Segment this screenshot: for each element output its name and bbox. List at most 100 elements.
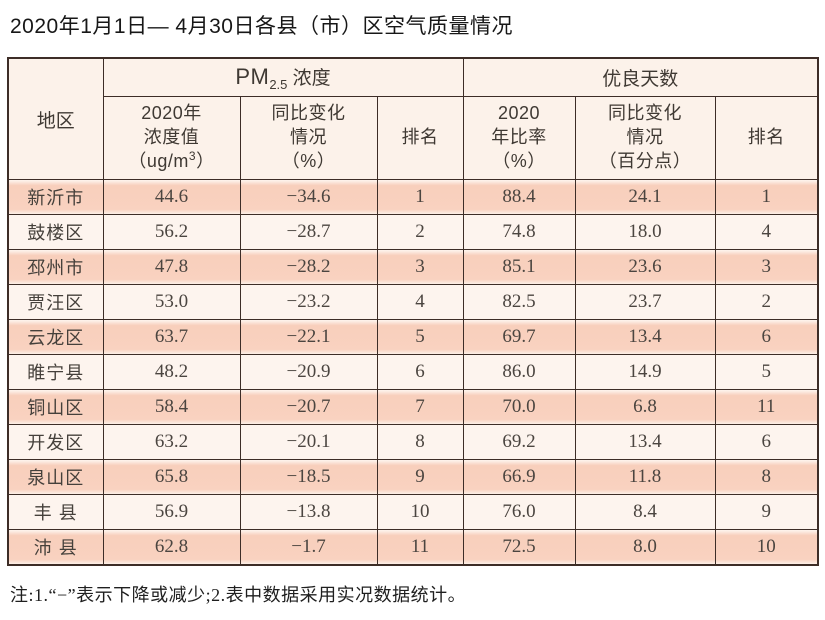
cell-region: 睢宁县 <box>7 354 104 390</box>
table-row: 云龙区 63.7 −22.1 5 69.7 13.4 6 <box>7 319 819 355</box>
cell-pm-rank: 8 <box>376 424 464 460</box>
cell-pm-change: −18.5 <box>239 459 378 495</box>
cell-ratio: 74.8 <box>462 214 576 250</box>
cell-days-change: 11.8 <box>574 459 716 495</box>
col-header-concentration: 2020年 浓度值 （ug/m3） <box>102 96 241 180</box>
cell-days-rank: 3 <box>714 249 819 285</box>
cell-region: 新沂市 <box>7 179 104 215</box>
cell-ratio: 69.7 <box>462 319 576 355</box>
cell-ratio: 85.1 <box>462 249 576 285</box>
cell-pm-rank: 11 <box>376 529 464 566</box>
cell-pm-change: −28.2 <box>239 249 378 285</box>
table-row: 睢宁县 48.2 −20.9 6 86.0 14.9 5 <box>7 354 819 390</box>
cell-days-change: 23.7 <box>574 284 716 320</box>
pm25-label-prefix: PM <box>235 64 270 90</box>
page-title: 2020年1月1日— 4月30日各县（市）区空气质量情况 <box>10 15 513 38</box>
cell-region: 云龙区 <box>7 319 104 355</box>
cell-ratio: 72.5 <box>462 529 576 566</box>
table-row: 邳州市 47.8 −28.2 3 85.1 23.6 3 <box>7 249 819 285</box>
cell-days-rank: 8 <box>714 459 819 495</box>
cell-concentration: 63.2 <box>102 424 241 460</box>
cell-ratio: 70.0 <box>462 389 576 425</box>
table-row: 鼓楼区 56.2 −28.7 2 74.8 18.0 4 <box>7 214 819 250</box>
header-row-groups: 地区 PM2.5 浓度 优良天数 <box>7 57 819 180</box>
cell-pm-change: −1.7 <box>239 529 378 566</box>
cell-pm-rank: 1 <box>376 179 464 215</box>
cell-days-change: 13.4 <box>574 319 716 355</box>
cell-days-change: 6.8 <box>574 389 716 425</box>
header-row-subcolumns: 2020年 浓度值 （ug/m3） 同比变化 情况 （%） 排名 2020 年比… <box>8 96 819 180</box>
col-header-region: 地区 <box>7 57 104 180</box>
cell-pm-change: −20.1 <box>239 424 378 460</box>
col-header-days-rank: 排名 <box>714 96 819 180</box>
cell-ratio: 88.4 <box>462 179 576 215</box>
col-group-good-days: 优良天数 <box>462 57 819 97</box>
cell-pm-rank: 10 <box>376 494 464 530</box>
cell-pm-change: −28.7 <box>239 214 378 250</box>
col-header-pm-rank: 排名 <box>376 96 464 180</box>
table-row: 泉山区 65.8 −18.5 9 66.9 11.8 8 <box>7 459 819 495</box>
cell-pm-rank: 6 <box>376 354 464 390</box>
cell-pm-rank: 7 <box>376 389 464 425</box>
cell-region: 邳州市 <box>7 249 104 285</box>
cell-region: 鼓楼区 <box>7 214 104 250</box>
footnote: 注:1.“−”表示下降或减少;2.表中数据采用实况数据统计。 <box>10 585 467 605</box>
cell-concentration: 53.0 <box>102 284 241 320</box>
cell-concentration: 56.9 <box>102 494 241 530</box>
cell-region: 丰 县 <box>7 494 104 530</box>
cell-days-change: 24.1 <box>574 179 716 215</box>
table-row: 丰 县 56.9 −13.8 10 76.0 8.4 9 <box>7 494 819 530</box>
pm25-label-subscript: 2.5 <box>269 76 288 92</box>
cell-pm-change: −20.7 <box>239 389 378 425</box>
cubic-superscript: 3 <box>188 149 197 164</box>
cell-days-change: 18.0 <box>574 214 716 250</box>
cell-days-rank: 6 <box>714 319 819 355</box>
cell-concentration: 62.8 <box>102 529 241 566</box>
cell-region: 开发区 <box>7 424 104 460</box>
cell-region: 贾汪区 <box>7 284 104 320</box>
table-row: 新沂市 44.6 −34.6 1 88.4 24.1 1 <box>7 179 819 215</box>
col-group-pm25: PM2.5 浓度 <box>102 57 464 97</box>
cell-pm-change: −13.8 <box>239 494 378 530</box>
col-header-ratio: 2020 年比率 （%） <box>462 96 576 180</box>
cell-region: 沛 县 <box>7 529 104 566</box>
cell-days-rank: 6 <box>714 424 819 460</box>
cell-region: 泉山区 <box>7 459 104 495</box>
table-row: 贾汪区 53.0 −23.2 4 82.5 23.7 2 <box>7 284 819 320</box>
cell-pm-rank: 5 <box>376 319 464 355</box>
col-header-concentration-line2: 浓度值 <box>143 126 200 147</box>
cell-days-change: 23.6 <box>574 249 716 285</box>
cell-days-rank: 5 <box>714 354 819 390</box>
cell-pm-change: −34.6 <box>239 179 378 215</box>
pm25-label-suffix: 浓度 <box>287 68 331 90</box>
cell-days-rank: 10 <box>714 529 819 566</box>
cell-concentration: 44.6 <box>102 179 241 215</box>
cell-ratio: 82.5 <box>462 284 576 320</box>
cell-ratio: 66.9 <box>462 459 576 495</box>
table-row: 沛 县 62.8 −1.7 11 72.5 8.0 10 <box>7 529 819 566</box>
cell-days-rank: 1 <box>714 179 819 215</box>
cell-concentration: 47.8 <box>102 249 241 285</box>
cell-pm-rank: 2 <box>376 214 464 250</box>
cell-pm-rank: 9 <box>376 459 464 495</box>
cell-region: 铜山区 <box>7 389 104 425</box>
cell-pm-change: −23.2 <box>239 284 378 320</box>
cell-days-rank: 2 <box>714 284 819 320</box>
cell-concentration: 56.2 <box>102 214 241 250</box>
cell-days-change: 13.4 <box>574 424 716 460</box>
cell-concentration: 48.2 <box>102 354 241 390</box>
table-row: 开发区 63.2 −20.1 8 69.2 13.4 6 <box>7 424 819 460</box>
cell-days-change: 8.4 <box>574 494 716 530</box>
col-header-concentration-unit: （ug/m3） <box>128 149 215 172</box>
air-quality-table: 地区 PM2.5 浓度 优良天数 2020年 浓度值 （ug/m3） 同比变化 … <box>7 57 820 566</box>
cell-days-rank: 9 <box>714 494 819 530</box>
cell-concentration: 65.8 <box>102 459 241 495</box>
cell-ratio: 76.0 <box>462 494 576 530</box>
table-row: 铜山区 58.4 −20.7 7 70.0 6.8 11 <box>7 389 819 425</box>
cell-pm-rank: 4 <box>376 284 464 320</box>
cell-pm-change: −22.1 <box>239 319 378 355</box>
cell-ratio: 69.2 <box>462 424 576 460</box>
cell-concentration: 58.4 <box>102 389 241 425</box>
cell-days-change: 8.0 <box>574 529 716 566</box>
page: 2020年1月1日— 4月30日各县（市）区空气质量情况 地区 PM2.5 浓度… <box>7 15 820 605</box>
